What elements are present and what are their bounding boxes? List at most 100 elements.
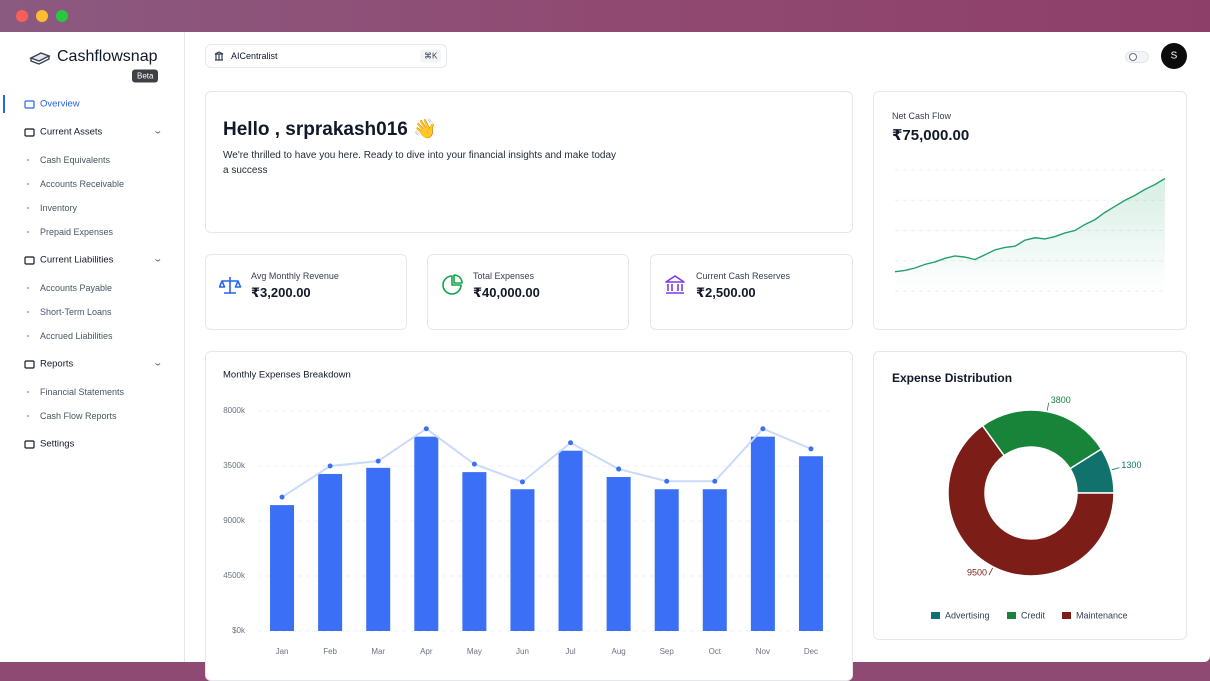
net-cash-flow-title: Net Cash Flow xyxy=(892,111,952,121)
nav-subitem[interactable]: Accrued Liabilities xyxy=(40,331,113,341)
distribution-title: Expense Distribution xyxy=(892,371,1013,385)
stat-icon-shape xyxy=(665,275,685,294)
net-cash-flow-amount: ₹75,000.00 xyxy=(892,127,970,144)
nav-icon xyxy=(24,255,35,265)
nav-icon-shape xyxy=(24,99,35,109)
stat-card xyxy=(650,254,853,330)
nav-bullet xyxy=(27,231,29,233)
nav-label: Overview xyxy=(40,98,80,110)
shortcut-hint: ⌘K xyxy=(420,49,442,63)
line-point xyxy=(327,463,333,469)
x-tick-label: Oct xyxy=(709,647,722,656)
y-tick-label: $0k xyxy=(232,626,246,635)
nav-subitem[interactable]: Financial Statements xyxy=(40,387,125,397)
nav-subitem[interactable]: Accounts Payable xyxy=(40,283,113,293)
stat-icon-shape xyxy=(219,277,242,294)
nav-bullet xyxy=(27,207,29,209)
nav-subitem[interactable]: Accounts Receivable xyxy=(40,179,125,189)
close-button[interactable] xyxy=(16,10,28,22)
nav-chevron: ⌄ xyxy=(152,125,164,136)
bar xyxy=(702,489,727,631)
nav-icon-shape xyxy=(24,439,35,449)
stat-card xyxy=(205,254,407,330)
nav-subitem[interactable]: Cash Equivalents xyxy=(40,155,111,165)
nav-bullet xyxy=(27,159,29,161)
line-point xyxy=(423,426,429,432)
area xyxy=(895,178,1165,291)
bar xyxy=(318,473,343,631)
brand-name: Cashflowsnap xyxy=(57,48,158,65)
minimize-button[interactable] xyxy=(36,10,48,22)
stat-icon xyxy=(442,274,463,295)
nav-label: Current Liabilities xyxy=(40,254,114,266)
bar xyxy=(270,505,295,631)
line-point xyxy=(375,458,381,464)
title-bar xyxy=(0,0,1210,32)
workspace-name: AICentralist xyxy=(231,51,278,61)
workspace-switcher[interactable] xyxy=(205,44,447,68)
stat-label: Avg Monthly Revenue xyxy=(251,271,339,281)
welcome-title: Hello , srprakash016 👋 xyxy=(223,119,437,140)
x-tick-label: Dec xyxy=(804,647,818,656)
nav-subitem[interactable]: Short-Term Loans xyxy=(40,307,112,317)
charts-layer: $0k 4500k 9000k 3500k 8000k Jan Feb Mar Apr May Ju… xyxy=(223,169,1166,656)
legend-label: Advertising xyxy=(945,610,990,620)
line-point xyxy=(664,478,670,484)
bar xyxy=(558,450,583,631)
data-label: 9500 xyxy=(967,567,987,577)
beta-badge: Beta xyxy=(132,69,159,83)
avatar[interactable] xyxy=(1161,43,1187,69)
toggle-knob xyxy=(1129,53,1137,61)
line-point xyxy=(712,478,718,484)
legend-swatch xyxy=(1007,612,1016,619)
x-tick-label: Aug xyxy=(612,647,626,656)
nav-icon-shape xyxy=(24,127,35,137)
x-tick-label: Nov xyxy=(756,647,770,656)
nav-subitem[interactable]: Inventory xyxy=(40,203,78,213)
y-tick-label: 9000k xyxy=(223,516,246,525)
leader-line xyxy=(1111,467,1120,471)
x-tick-label: Jun xyxy=(516,647,529,656)
zoom-button[interactable] xyxy=(56,10,68,22)
nav-icon xyxy=(24,359,35,369)
bar xyxy=(606,477,631,631)
x-tick-label: Mar xyxy=(371,647,385,656)
data-label: 3800 xyxy=(1051,395,1071,405)
line-point xyxy=(519,479,525,485)
line-point xyxy=(760,426,766,432)
x-tick-label: Sep xyxy=(660,647,675,656)
nav-chevron: ⌄ xyxy=(152,253,164,264)
nav-subitem[interactable]: Prepaid Expenses xyxy=(40,227,114,237)
stat-icon xyxy=(219,277,242,294)
line-point xyxy=(808,446,814,452)
welcome-text: We're thrilled to have you here. Ready t… xyxy=(223,150,617,176)
nav-bullet xyxy=(27,335,29,337)
nav-icon-shape xyxy=(24,359,35,369)
x-tick-label: May xyxy=(467,647,482,656)
bar xyxy=(462,472,487,631)
line-point xyxy=(568,440,574,446)
brand-logo xyxy=(29,52,51,65)
stat-value: ₹3,200.00 xyxy=(251,285,311,300)
legend-swatch xyxy=(1062,612,1071,619)
leader-line xyxy=(988,567,994,576)
line-point xyxy=(471,461,477,467)
nav-bullet xyxy=(27,415,29,417)
active-indicator xyxy=(3,95,5,113)
y-tick-label: 8000k xyxy=(223,406,246,415)
legend-swatch xyxy=(931,612,940,619)
bar xyxy=(414,436,439,631)
nav-icon xyxy=(24,439,35,449)
nav-subitem[interactable]: Cash Flow Reports xyxy=(40,411,117,421)
avatar-initial: S xyxy=(1170,50,1178,62)
legend-label: Credit xyxy=(1021,610,1046,620)
donut-segment xyxy=(947,424,1115,577)
legend-label: Maintenance xyxy=(1076,610,1128,620)
bar xyxy=(798,456,823,631)
x-tick-label: Feb xyxy=(323,647,337,656)
nav-chevron: ⌄ xyxy=(152,357,164,368)
nav-label: Reports xyxy=(40,358,74,370)
stat-icon xyxy=(665,275,685,294)
x-tick-label: Jul xyxy=(565,647,575,656)
